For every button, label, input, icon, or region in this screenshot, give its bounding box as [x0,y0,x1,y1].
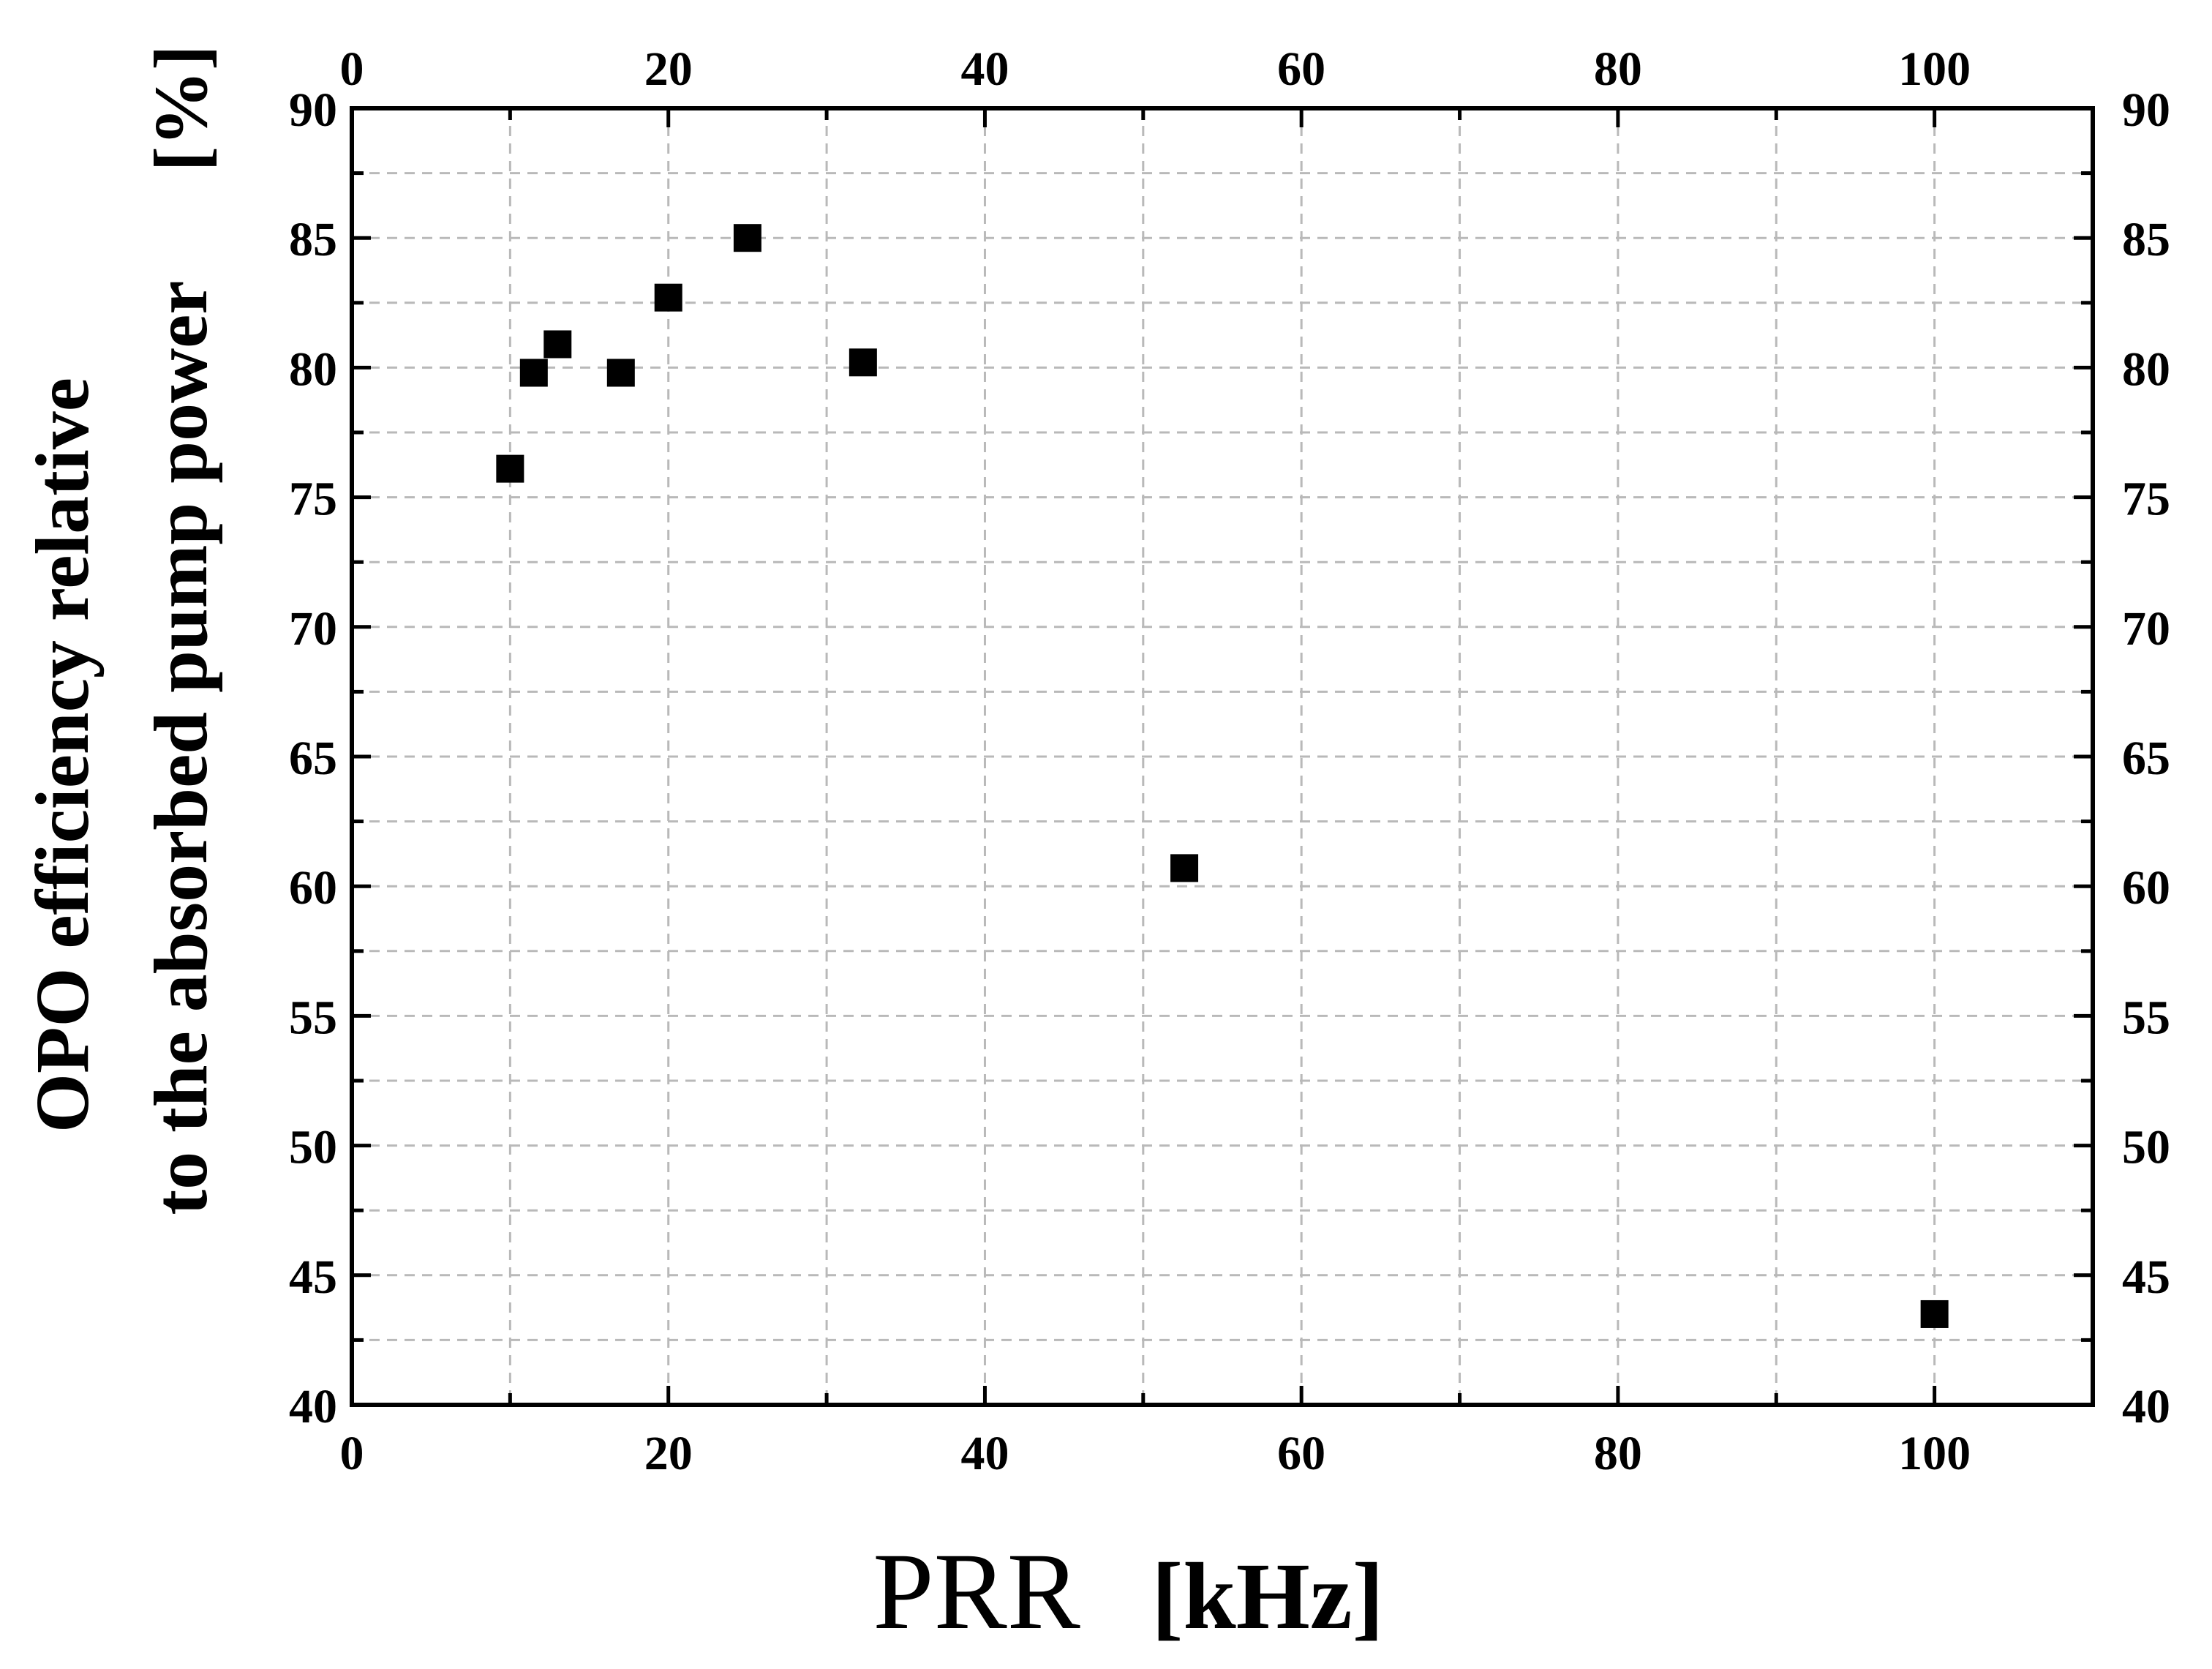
y-tick-label-left: 55 [289,991,337,1044]
x-tick-label-top: 20 [644,42,693,96]
y-tick-label-right: 80 [2122,342,2170,396]
y-axis-title: OPO efficiency relative to the absorbed … [20,45,223,1215]
data-point [543,330,572,359]
y-axis-title-line1: OPO efficiency relative [20,378,105,1133]
data-point [519,359,548,387]
data-point [1170,854,1199,882]
x-tick-label-bottom: 100 [1898,1427,1971,1480]
x-tick-label-bottom: 60 [1277,1427,1325,1480]
y-tick-label-left: 50 [289,1121,337,1174]
y-tick-label-right: 70 [2122,602,2170,656]
data-point [849,348,877,377]
x-axis-title: PRR [kHz] [873,1531,1384,1652]
y-tick-label-left: 40 [289,1380,337,1433]
y-tick-label-right: 40 [2122,1380,2170,1433]
y-tick-label-left: 80 [289,342,337,396]
data-point [496,454,524,483]
y-tick-label-right: 45 [2122,1250,2170,1304]
data-point [654,283,682,312]
grid-lines [352,108,2093,1405]
data-points [496,224,1949,1328]
x-tick-label-top: 0 [340,42,364,96]
x-axis-title-text: PRR [873,1531,1080,1652]
y-tick-label-right: 85 [2122,213,2170,266]
x-tick-label-bottom: 20 [644,1427,693,1480]
tick-labels: 0 0 20 20 40 40 60 60 80 80 100 100 40 40 45 45 50 50 55 55… [289,42,2170,1480]
y-tick-label-left: 45 [289,1250,337,1304]
y-tick-label-left: 65 [289,732,337,785]
data-point [733,224,761,252]
y-axis-unit: [%] [139,45,223,171]
x-tick-label-bottom: 40 [960,1427,1009,1480]
y-tick-label-right: 75 [2122,473,2170,526]
y-tick-label-left: 70 [289,602,337,656]
y-tick-label-left: 75 [289,473,337,526]
data-point [606,359,635,387]
x-tick-label-top: 40 [960,42,1009,96]
y-tick-label-right: 50 [2122,1121,2170,1174]
x-tick-label-top: 80 [1594,42,1642,96]
x-tick-label-bottom: 0 [340,1427,364,1480]
x-axis-unit: [kHz] [1151,1544,1384,1649]
y-axis-title-line2: to the absorbed pump power [139,281,223,1215]
y-tick-label-left: 60 [289,861,337,915]
x-tick-label-top: 100 [1898,42,1971,96]
x-tick-label-bottom: 80 [1594,1427,1642,1480]
x-tick-label-top: 60 [1277,42,1325,96]
data-point [1920,1299,1949,1328]
y-tick-label-right: 60 [2122,861,2170,915]
plot-frame [350,106,2095,1407]
y-tick-label-right: 55 [2122,991,2170,1044]
y-tick-label-right: 90 [2122,83,2170,137]
y-tick-label-left: 90 [289,83,337,137]
y-tick-label-left: 85 [289,213,337,266]
y-tick-label-right: 65 [2122,732,2170,785]
